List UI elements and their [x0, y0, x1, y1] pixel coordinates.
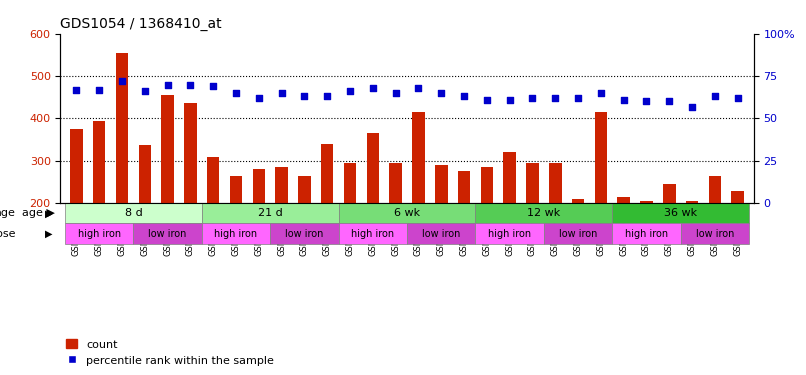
Bar: [389, 163, 402, 203]
Text: dose: dose: [0, 229, 15, 238]
Bar: [202, 203, 339, 223]
Point: [161, 81, 174, 87]
Text: high iron: high iron: [625, 229, 668, 238]
Point: [230, 90, 243, 96]
Bar: [544, 224, 613, 244]
Bar: [504, 152, 516, 203]
Text: high iron: high iron: [351, 229, 394, 238]
Bar: [339, 224, 407, 244]
Legend: count, percentile rank within the sample: count, percentile rank within the sample: [66, 339, 274, 366]
Point: [389, 90, 402, 96]
Bar: [526, 163, 538, 203]
Point: [458, 93, 471, 99]
Bar: [613, 224, 680, 244]
Bar: [298, 176, 310, 203]
Text: ▶: ▶: [44, 229, 52, 238]
Point: [731, 95, 744, 101]
Point: [298, 93, 311, 99]
Bar: [134, 224, 202, 244]
Text: 21 d: 21 d: [258, 208, 283, 218]
Point: [184, 81, 197, 87]
Point: [617, 97, 630, 103]
Point: [686, 104, 699, 110]
Point: [503, 97, 516, 103]
Bar: [571, 199, 584, 203]
Point: [321, 93, 334, 99]
Bar: [93, 120, 106, 203]
Point: [640, 99, 653, 105]
Bar: [458, 171, 471, 203]
Text: low iron: low iron: [148, 229, 187, 238]
Text: age ▶: age ▶: [23, 208, 55, 218]
Text: high iron: high iron: [77, 229, 121, 238]
Bar: [276, 167, 288, 203]
Bar: [476, 203, 613, 223]
Bar: [367, 133, 379, 203]
Bar: [139, 145, 151, 203]
Text: low iron: low iron: [696, 229, 734, 238]
Bar: [65, 203, 202, 223]
Bar: [161, 95, 174, 203]
Point: [663, 99, 675, 105]
Point: [480, 97, 493, 103]
Point: [115, 78, 128, 84]
Point: [526, 95, 539, 101]
Bar: [70, 129, 83, 203]
Bar: [412, 112, 425, 203]
Bar: [435, 165, 447, 203]
Text: GDS1054 / 1368410_at: GDS1054 / 1368410_at: [60, 17, 222, 32]
Bar: [407, 224, 476, 244]
Point: [207, 83, 220, 89]
Bar: [343, 163, 356, 203]
Point: [434, 90, 447, 96]
Text: 36 wk: 36 wk: [664, 208, 697, 218]
Text: high iron: high iron: [214, 229, 258, 238]
Text: age: age: [0, 208, 15, 218]
Point: [594, 90, 607, 96]
Bar: [270, 224, 339, 244]
Text: 8 d: 8 d: [125, 208, 143, 218]
Point: [139, 88, 152, 94]
Point: [549, 95, 562, 101]
Bar: [230, 176, 243, 203]
Bar: [549, 163, 562, 203]
Bar: [65, 224, 134, 244]
Bar: [663, 184, 675, 203]
Point: [708, 93, 721, 99]
Text: ▶: ▶: [44, 208, 52, 218]
Text: 12 wk: 12 wk: [527, 208, 560, 218]
Text: low iron: low iron: [422, 229, 460, 238]
Point: [412, 85, 425, 91]
Point: [252, 95, 265, 101]
Bar: [680, 224, 749, 244]
Bar: [321, 144, 334, 203]
Bar: [207, 156, 219, 203]
Bar: [252, 169, 265, 203]
Bar: [686, 201, 698, 203]
Point: [70, 87, 83, 93]
Text: low iron: low iron: [285, 229, 324, 238]
Point: [571, 95, 584, 101]
Point: [367, 85, 380, 91]
Point: [275, 90, 288, 96]
Point: [343, 88, 356, 94]
Bar: [339, 203, 476, 223]
Text: 6 wk: 6 wk: [394, 208, 420, 218]
Text: high iron: high iron: [488, 229, 531, 238]
Text: low iron: low iron: [559, 229, 597, 238]
Bar: [480, 167, 493, 203]
Bar: [202, 224, 270, 244]
Point: [93, 87, 106, 93]
Bar: [617, 197, 630, 203]
Bar: [595, 112, 607, 203]
Bar: [613, 203, 749, 223]
Bar: [731, 191, 744, 203]
Bar: [116, 53, 128, 203]
Bar: [708, 176, 721, 203]
Bar: [640, 201, 653, 203]
Bar: [184, 103, 197, 203]
Bar: [476, 224, 544, 244]
